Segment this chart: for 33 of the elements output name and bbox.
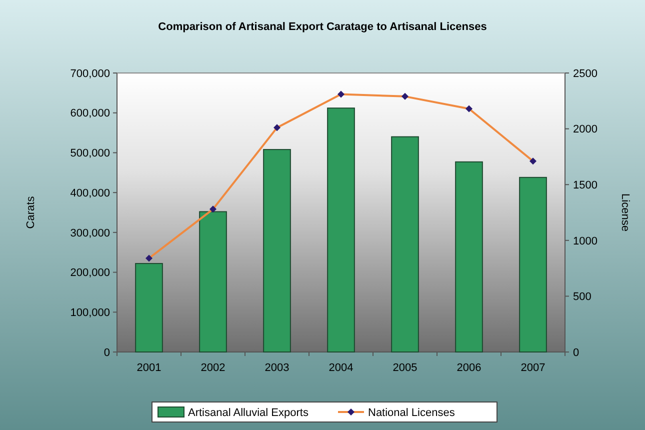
- y-tick-label: 300,000: [70, 227, 110, 240]
- bar: [455, 161, 483, 352]
- bar: [135, 263, 163, 352]
- y-axis-title: Carats: [25, 196, 37, 229]
- bar: [391, 136, 419, 352]
- y-tick-label: 400,000: [70, 187, 110, 200]
- y2-tick-label: 2000: [573, 124, 598, 136]
- x-tick-label: 2001: [136, 362, 162, 374]
- y2-tick-label: 1000: [573, 235, 598, 248]
- y-tick-label: 500,000: [70, 148, 110, 160]
- y-tick-label: 200,000: [70, 267, 110, 280]
- bar: [199, 211, 227, 352]
- x-tick-label: 2006: [456, 362, 482, 374]
- x-tick-label: 2003: [264, 362, 290, 374]
- y2-axis-title: License: [619, 194, 631, 232]
- legend-label: National Licenses: [368, 406, 456, 419]
- y2-tick-label: 0: [573, 346, 580, 359]
- y-tick-label: 700,000: [70, 68, 110, 80]
- x-tick-label: 2007: [520, 362, 546, 374]
- bar: [327, 108, 355, 352]
- y2-tick-label: 500: [573, 291, 592, 304]
- y-tick-label: 100,000: [70, 306, 110, 319]
- bar: [519, 176, 547, 352]
- y2-tick-label: 1500: [573, 179, 598, 192]
- x-tick-label: 2004: [328, 362, 354, 374]
- y2-tick-label: 2500: [573, 68, 598, 80]
- bar: [263, 149, 291, 352]
- chart-title: Comparison of Artisanal Export Caratage to Artisanal Licenses: [158, 21, 487, 33]
- legend-label: Artisanal Alluvial Exports: [188, 406, 309, 419]
- y-tick-label: 0: [104, 346, 110, 359]
- y-tick-label: 600,000: [70, 108, 110, 120]
- x-tick-label: 2005: [392, 362, 418, 374]
- x-tick-label: 2002: [200, 362, 226, 374]
